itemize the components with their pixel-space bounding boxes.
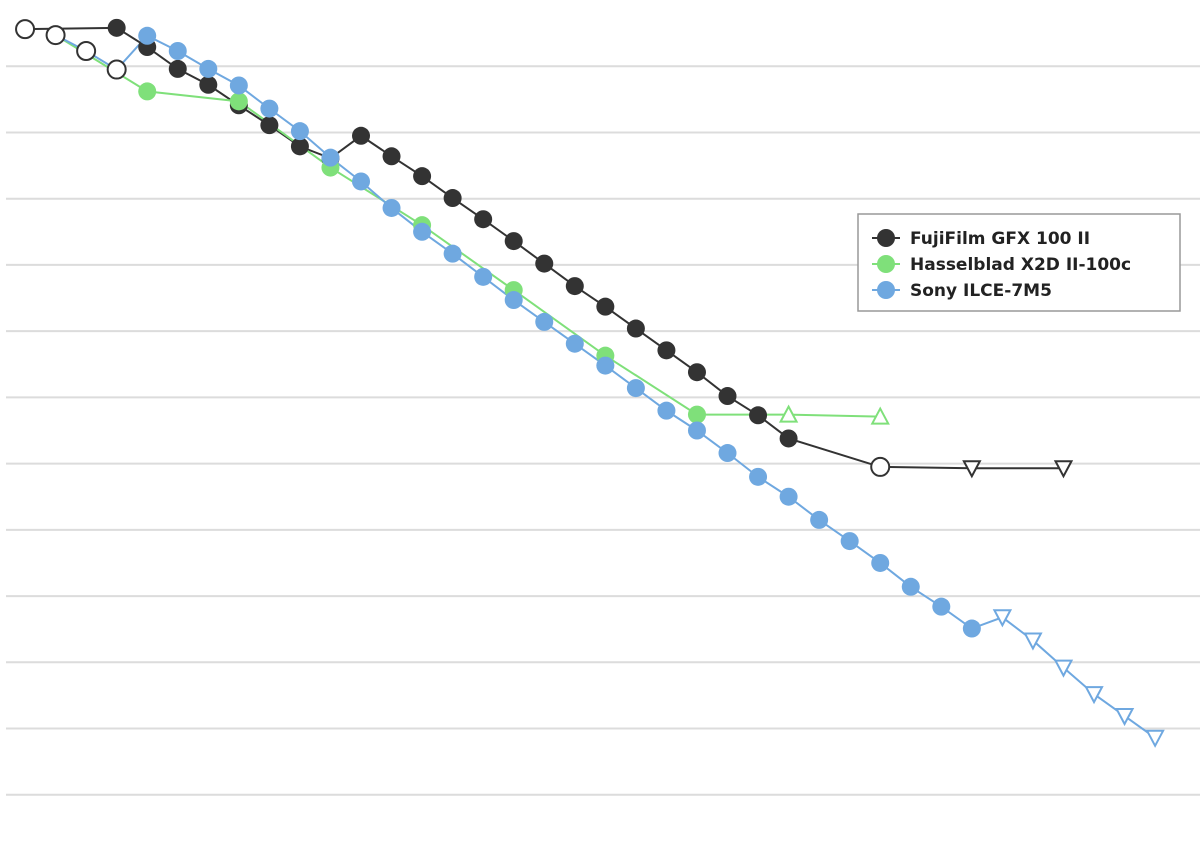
legend-box: [857, 213, 1181, 312]
data-point: [260, 99, 279, 118]
legend-marker: [877, 229, 895, 247]
data-point: [779, 429, 798, 448]
legend-label: FujiFilm GFX 100 II: [910, 229, 1090, 249]
data-point: [657, 341, 676, 360]
data-point: [382, 198, 401, 217]
data-point: [229, 92, 248, 111]
data-point: [565, 277, 584, 296]
grid: [6, 65, 1200, 796]
data-point: [992, 609, 1013, 628]
data-point: [138, 82, 157, 101]
data-point: [443, 189, 462, 208]
data-point: [443, 244, 462, 263]
data-point: [290, 137, 309, 156]
data-point: [565, 334, 584, 353]
data-point: [290, 122, 309, 141]
legend-label: Sony ILCE-7M5: [910, 281, 1052, 301]
data-point: [687, 421, 706, 440]
data-point: [1053, 659, 1074, 678]
data-point: [474, 210, 493, 229]
data-point: [504, 291, 523, 310]
data-point: [901, 577, 920, 596]
data-point: [413, 167, 432, 186]
data-point: [962, 460, 982, 479]
data-point: [106, 59, 127, 80]
legend-marker: [877, 281, 895, 299]
data-point: [1023, 632, 1043, 651]
data-point: [535, 254, 554, 273]
data-point: [15, 19, 36, 40]
data-point: [870, 406, 890, 425]
data-point: [321, 148, 340, 167]
data-point: [107, 18, 126, 37]
data-point: [1114, 707, 1135, 727]
data-point: [413, 222, 432, 241]
data-point: [779, 487, 798, 506]
data-point: [870, 456, 891, 477]
data-point: [229, 76, 248, 95]
data-point: [810, 510, 829, 529]
data-point: [504, 232, 523, 251]
legend: FujiFilm GFX 100 II Hasselblad X2D II-100…: [857, 213, 1181, 312]
data-point: [352, 126, 371, 145]
data-point: [168, 59, 187, 78]
data-point: [749, 406, 768, 425]
data-point: [45, 25, 66, 46]
legend-marker: [877, 255, 895, 273]
data-point: [596, 356, 615, 375]
data-point: [352, 172, 371, 191]
data-point: [535, 312, 554, 331]
data-point: [76, 40, 97, 61]
legend-label: Hasselblad X2D II-100c: [910, 255, 1131, 275]
data-point: [1053, 460, 1074, 479]
data-point: [626, 379, 645, 398]
series-line: [55, 34, 881, 418]
data-point: [199, 59, 218, 78]
data-point: [932, 597, 951, 616]
data-point: [1084, 686, 1104, 705]
data-point: [1145, 729, 1165, 748]
data-point: [962, 619, 981, 638]
data-point: [840, 532, 859, 551]
data-point: [382, 147, 401, 166]
series-line: [55, 34, 1156, 739]
data-point: [718, 387, 737, 406]
data-point: [687, 363, 706, 382]
data-point: [749, 467, 768, 486]
data-point: [626, 319, 645, 338]
data-point: [657, 401, 676, 420]
data-point: [778, 404, 799, 423]
plot-area: [15, 18, 1165, 748]
data-point: [687, 405, 706, 424]
data-point: [718, 444, 737, 463]
data-point: [199, 75, 218, 94]
data-point: [596, 297, 615, 316]
data-point: [474, 267, 493, 286]
data-point: [871, 553, 890, 572]
data-point: [168, 41, 187, 60]
data-point: [260, 116, 279, 135]
data-point: [138, 26, 157, 45]
